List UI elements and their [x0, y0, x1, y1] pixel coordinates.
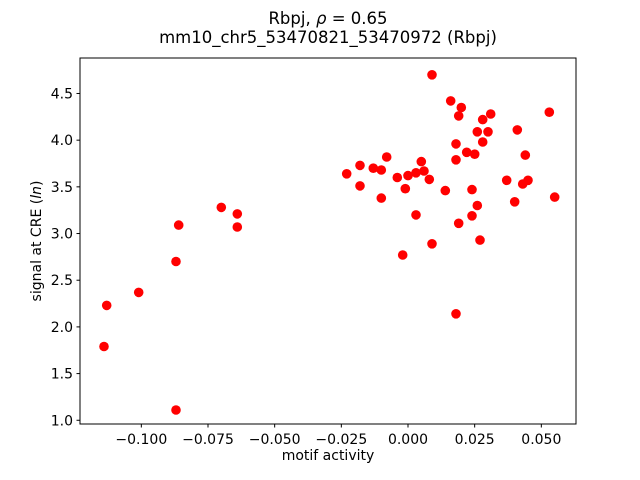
scatter-point [173, 220, 184, 230]
scatter-point [411, 168, 421, 178]
scatter-point [133, 287, 144, 298]
scatter-point [461, 147, 472, 158]
chart-title-prefix: Rbpj, [268, 9, 316, 28]
scatter-point [440, 185, 451, 196]
x-tick-label: −0.025 [315, 432, 367, 448]
scatter-point [99, 341, 109, 352]
scatter-point [397, 250, 408, 260]
scatter-point [216, 202, 227, 213]
scatter-point [232, 209, 243, 219]
y-tick-label: 3.5 [51, 180, 73, 196]
scatter-point [355, 160, 365, 171]
scatter-point [427, 70, 437, 80]
scatter-point [472, 200, 483, 211]
scatter-point [472, 127, 483, 137]
scatter-point [419, 166, 429, 176]
scatter-point [467, 184, 477, 195]
scatter-point [416, 156, 427, 167]
y-axis-label: signal at CRE (ln) [29, 181, 45, 302]
scatter-point [509, 197, 520, 207]
axes-frame [79, 57, 577, 425]
scatter-point [403, 170, 413, 181]
x-tick-label: 0.050 [521, 432, 561, 448]
scatter-point [376, 193, 387, 203]
scatter-point [411, 210, 421, 220]
chart-title: Rbpj, ρ = 0.65 [80, 9, 576, 28]
y-tick-label: 3.0 [51, 227, 73, 243]
scatter-point [456, 102, 467, 113]
x-tick-label: −0.100 [115, 432, 167, 448]
x-tick-label: −0.050 [249, 432, 301, 448]
scatter-point [232, 222, 243, 232]
scatter-point [101, 300, 112, 311]
y-tick-label: 2.0 [51, 320, 73, 336]
scatter-point [549, 192, 560, 202]
scatter-point [523, 175, 533, 186]
scatter-point [451, 155, 461, 165]
scatter-point [477, 137, 488, 147]
chart-title-suffix: = 0.65 [326, 9, 388, 28]
scatter-point [368, 163, 379, 173]
scatter-point [355, 181, 365, 191]
scatter-point [512, 125, 523, 135]
scatter-point [520, 150, 531, 160]
y-axis-label-suffix: ) [29, 180, 45, 187]
scatter-point [477, 114, 488, 125]
rho-symbol: ρ [315, 9, 327, 28]
y-tick-label: 1.0 [51, 413, 73, 429]
scatter-point [451, 139, 461, 149]
scatter-point [171, 405, 181, 415]
scatter-point [451, 309, 461, 319]
scatter-point [475, 235, 485, 245]
y-axis-label-italic: ln [29, 186, 45, 199]
y-tick-label: 4.0 [51, 133, 73, 149]
scatter-point [544, 107, 555, 117]
scatter-point [501, 175, 512, 186]
scatter-point [381, 152, 392, 162]
scatter-point [341, 169, 352, 179]
scatter-point [392, 172, 403, 183]
y-tick-label: 4.5 [51, 86, 73, 102]
scatter-point [445, 96, 456, 106]
scatter-point [469, 149, 480, 159]
chart-title-block: Rbpj, ρ = 0.65 mm10_chr5_53470821_534709… [80, 9, 576, 47]
x-axis-label: motif activity [281, 448, 375, 464]
x-tick-label: 0.025 [455, 432, 495, 448]
scatter-point [424, 174, 435, 185]
scatter-point [483, 127, 493, 137]
scatter-point [400, 183, 411, 194]
x-tick-label: −0.075 [182, 432, 234, 448]
scatter-point [453, 218, 464, 229]
scatter-point [427, 239, 437, 249]
chart-subtitle: mm10_chr5_53470821_53470972 (Rbpj) [159, 28, 497, 47]
y-tick-label: 1.5 [51, 367, 73, 383]
y-axis-label-prefix: signal at CRE ( [29, 198, 45, 302]
scatter-point [485, 109, 496, 119]
y-tick-label: 2.5 [51, 273, 73, 289]
scatter-point [376, 165, 387, 175]
scatter-point [467, 211, 477, 221]
scatter-point [453, 111, 464, 121]
x-tick-label: 0.000 [388, 432, 428, 448]
scatter-point [171, 256, 181, 267]
